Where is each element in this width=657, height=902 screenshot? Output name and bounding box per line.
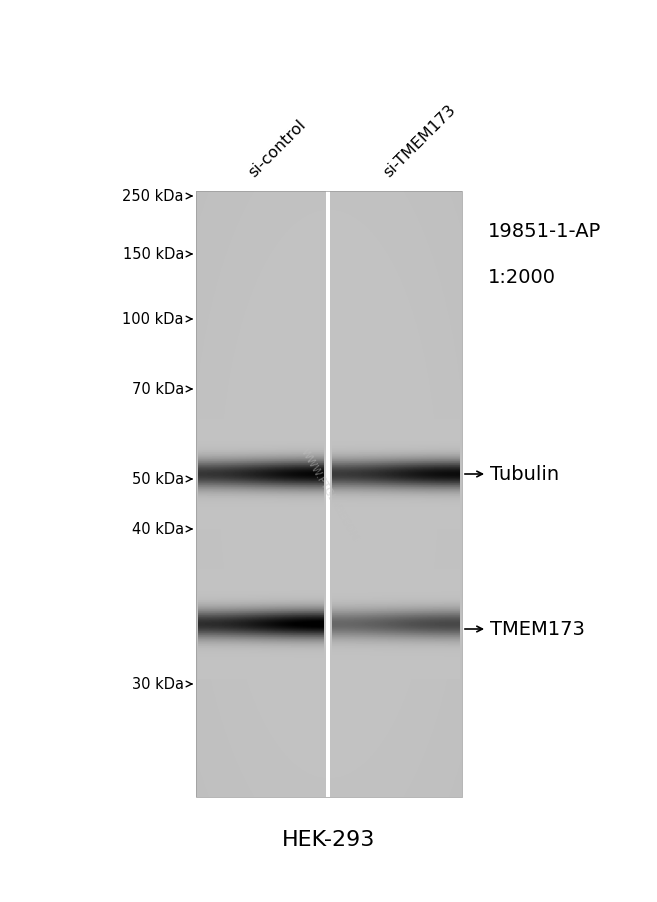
Text: 1:2000: 1:2000 bbox=[488, 268, 556, 287]
Text: 250 kDa: 250 kDa bbox=[122, 189, 184, 204]
Text: TMEM173: TMEM173 bbox=[490, 620, 585, 639]
Text: 19851-1-AP: 19851-1-AP bbox=[488, 222, 601, 241]
Text: HEK-293: HEK-293 bbox=[283, 829, 376, 849]
Text: 70 kDa: 70 kDa bbox=[132, 382, 184, 397]
Text: Tubulin: Tubulin bbox=[490, 465, 559, 484]
Text: 150 kDa: 150 kDa bbox=[123, 247, 184, 262]
Text: 100 kDa: 100 kDa bbox=[122, 312, 184, 327]
Text: si-TMEM173: si-TMEM173 bbox=[380, 102, 459, 179]
Text: 50 kDa: 50 kDa bbox=[132, 472, 184, 487]
Bar bbox=[326, 192, 330, 797]
Text: WWW.PTGLABECOM: WWW.PTGLABECOM bbox=[298, 446, 359, 542]
Bar bbox=[196, 192, 462, 797]
Text: 40 kDa: 40 kDa bbox=[132, 522, 184, 537]
Text: 30 kDa: 30 kDa bbox=[132, 676, 184, 692]
Text: si-control: si-control bbox=[246, 117, 308, 179]
